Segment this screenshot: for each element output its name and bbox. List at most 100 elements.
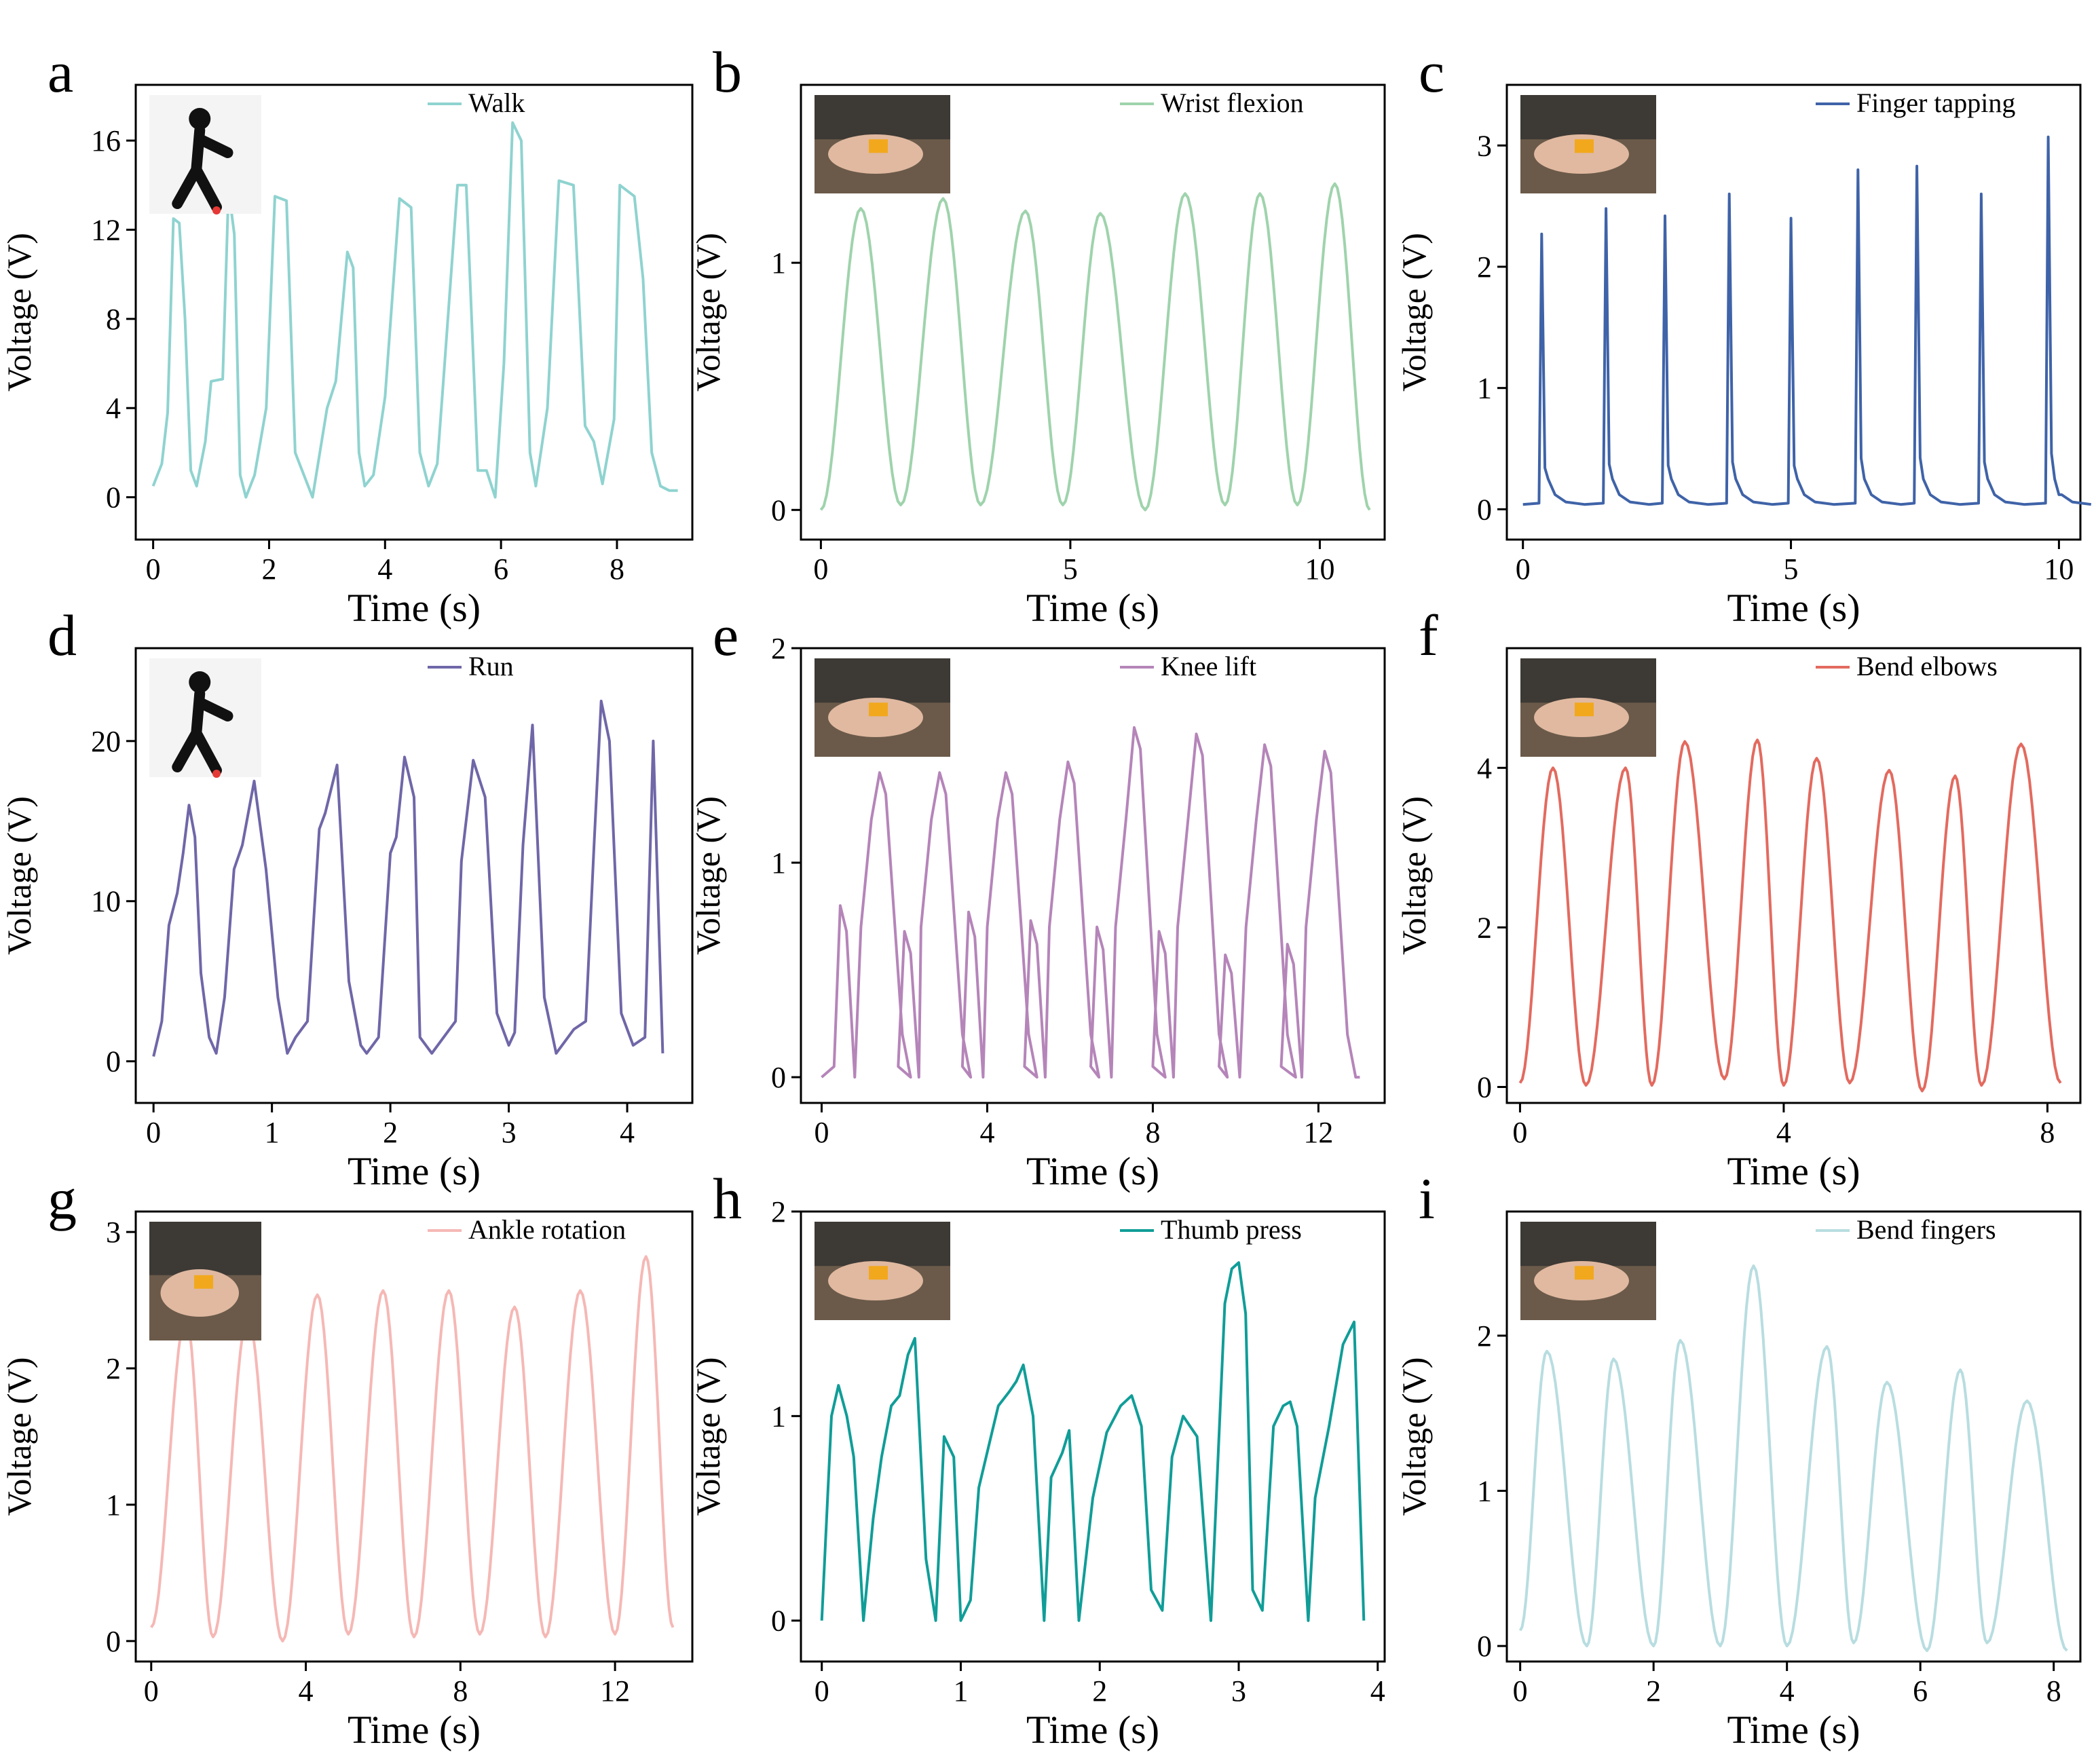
y-tick-label: 10 (91, 885, 121, 918)
x-tick-label: 0 (144, 1674, 159, 1708)
running-person-icon (149, 658, 261, 778)
y-axis-label: Voltage (V) (689, 1357, 727, 1516)
y-axis-label: Voltage (V) (0, 796, 38, 955)
legend-label: Walk (468, 88, 525, 118)
photo-sensor (869, 702, 888, 717)
panel-d: d 0 1 2 3 4 0 10 20 Time (s) Voltage (V) Run (0, 603, 694, 1193)
y-tick-label: 1 (106, 1488, 121, 1522)
walking-person-icon (149, 95, 261, 214)
panel-label-d: d (48, 603, 77, 668)
y-tick-label: 0 (771, 1061, 786, 1094)
y-tick-label: 2 (1477, 250, 1492, 284)
y-axis-label: Voltage (V) (0, 1357, 38, 1516)
wrist-photo (815, 95, 950, 193)
series-line-i (1518, 1264, 2068, 1652)
x-tick-label: 8 (2040, 1116, 2055, 1149)
panel-label-i: i (1419, 1166, 1435, 1231)
legend-label: Finger tapping (1856, 88, 2015, 118)
panel-label-g: g (48, 1166, 77, 1231)
panel-label-f: f (1419, 603, 1438, 668)
y-tick-label: 1 (771, 1400, 786, 1433)
plot-frame (800, 83, 1386, 541)
y-tick-label: 0 (1477, 493, 1492, 526)
legend-label: Bend fingers (1856, 1214, 1996, 1245)
x-tick-label: 4 (1370, 1674, 1385, 1708)
panel-label-e: e (713, 603, 738, 668)
series-line-d (152, 699, 665, 1057)
x-axis-label: Time (s) (1727, 1708, 1860, 1752)
series-line-b (819, 182, 1371, 512)
legend-label: Run (468, 651, 514, 681)
y-tick-label: 20 (91, 725, 121, 758)
photo-sensor (1575, 139, 1594, 153)
y-tick-label: 2 (1477, 911, 1492, 944)
x-axis-label: Time (s) (348, 1708, 481, 1752)
panel-c: c 0 5 10 0 1 2 3 Time (s) Voltage (V) Finger tappi… (1395, 39, 2092, 630)
photo-sensor (869, 139, 888, 153)
elbow-photo (1520, 658, 1656, 757)
y-tick-label: 3 (1477, 129, 1492, 162)
panel-label-c: c (1419, 39, 1444, 105)
x-tick-label: 3 (502, 1116, 517, 1149)
legend-label: Knee lift (1161, 651, 1256, 681)
legend-label: Ankle rotation (468, 1214, 626, 1245)
y-tick-label: 2 (771, 1195, 786, 1228)
hand-photo (1520, 1222, 1656, 1320)
x-axis-label: Time (s) (1727, 1149, 1860, 1193)
x-tick-label: 2 (383, 1116, 398, 1149)
photo-shade (815, 1222, 950, 1266)
panel-b: b 0 5 10 0 1 Time (s) Voltage (V) Wrist flexion (689, 39, 1386, 630)
panel-label-a: a (48, 39, 73, 105)
photo-sensor (1575, 702, 1594, 717)
plot-frame (134, 83, 694, 541)
x-tick-label: 8 (610, 552, 624, 586)
photo-subject (1534, 1261, 1629, 1300)
plot-frame (800, 647, 1386, 1104)
x-tick-label: 1 (953, 1674, 968, 1708)
series-line-f (1518, 738, 2062, 1093)
photo-subject (828, 134, 923, 174)
finger-photo (1520, 95, 1656, 193)
photo-subject (160, 1269, 239, 1317)
y-tick-label: 2 (1477, 1319, 1492, 1353)
x-tick-label: 4 (620, 1116, 635, 1149)
silhouette-body (172, 125, 233, 212)
x-tick-label: 2 (1092, 1674, 1107, 1708)
y-tick-label: 2 (106, 1352, 121, 1385)
knee-photo (815, 658, 950, 757)
x-tick-label: 0 (1513, 1674, 1528, 1708)
x-tick-label: 0 (146, 1116, 161, 1149)
x-axis-label: Time (s) (348, 586, 481, 630)
y-axis-label: Voltage (V) (689, 796, 727, 955)
x-tick-label: 0 (1516, 552, 1531, 586)
y-tick-label: 12 (91, 213, 121, 246)
x-tick-label: 3 (1231, 1674, 1246, 1708)
x-tick-label: 2 (261, 552, 276, 586)
x-axis-label: Time (s) (1727, 586, 1860, 630)
photo-subject (1534, 134, 1629, 174)
sensor-dot (212, 770, 221, 778)
x-tick-label: 2 (1646, 1674, 1661, 1708)
x-tick-label: 0 (1512, 1116, 1527, 1149)
y-tick-label: 1 (771, 246, 786, 280)
series-line-g (150, 1255, 675, 1643)
silhouette-body (172, 688, 233, 776)
sensor-dot (212, 206, 221, 214)
y-tick-label: 2 (771, 632, 786, 665)
photo-shade (815, 95, 950, 140)
series-line-a (151, 121, 678, 499)
plot-frame (1505, 647, 2082, 1104)
plot-frame (800, 1210, 1386, 1663)
y-axis-label: Voltage (V) (1395, 233, 1433, 392)
x-tick-label: 12 (1303, 1116, 1333, 1149)
x-tick-label: 6 (493, 552, 508, 586)
series-line-e (821, 726, 1360, 1079)
thumb-photo (815, 1222, 950, 1320)
panel-i: i 0 2 4 6 8 0 1 2 Time (s) Voltage (V) Bend fingers (1395, 1166, 2082, 1752)
panel-label-h: h (713, 1166, 742, 1231)
photo-subject (828, 1261, 923, 1300)
